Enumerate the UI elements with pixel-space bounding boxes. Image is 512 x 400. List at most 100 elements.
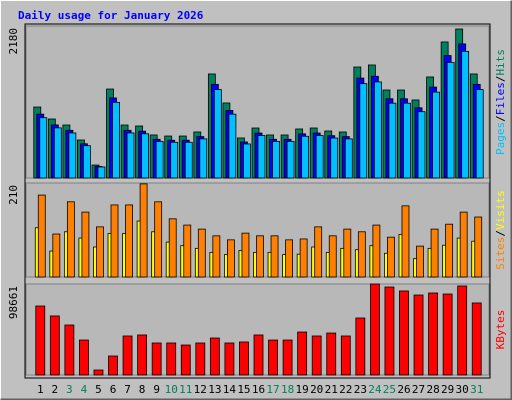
bar xyxy=(445,223,454,278)
bar xyxy=(340,335,351,376)
legend-entry: Hits xyxy=(494,49,507,76)
legend-entry: Visits xyxy=(494,190,507,230)
bar xyxy=(428,292,438,376)
bar xyxy=(227,239,235,278)
bar xyxy=(125,204,133,278)
bar xyxy=(53,127,62,179)
bar xyxy=(286,141,295,179)
x-tick-label: 17 xyxy=(266,383,279,396)
bar xyxy=(343,228,352,278)
bar xyxy=(471,302,482,376)
bar xyxy=(384,286,395,376)
x-tick-label: 8 xyxy=(139,383,146,396)
bar xyxy=(475,89,484,179)
bar xyxy=(209,337,220,376)
bar xyxy=(330,137,339,179)
bar xyxy=(139,183,148,278)
bar xyxy=(168,218,177,278)
bar xyxy=(461,50,470,179)
legend-entry: Files xyxy=(494,82,507,115)
bar xyxy=(166,342,177,376)
bar xyxy=(49,315,60,376)
bar xyxy=(126,132,135,179)
bar xyxy=(197,228,206,278)
bar xyxy=(416,245,424,278)
x-tick-label: 14 xyxy=(223,383,237,396)
y-tick-label: 210 xyxy=(7,185,20,205)
bar xyxy=(212,235,221,278)
x-tick-label: 1 xyxy=(37,383,44,396)
bar xyxy=(108,355,118,376)
x-tick-label: 5 xyxy=(95,383,102,396)
bar xyxy=(282,339,293,376)
legend-separator: / xyxy=(494,115,507,122)
bar xyxy=(170,141,179,179)
x-tick-label: 29 xyxy=(441,383,454,396)
bar xyxy=(430,228,439,278)
bar xyxy=(96,226,104,278)
bar xyxy=(372,224,381,278)
bar xyxy=(183,224,192,278)
x-tick-label: 18 xyxy=(281,383,294,396)
x-tick-label: 16 xyxy=(252,383,265,396)
bar xyxy=(403,102,411,179)
y-tick-label: 2180 xyxy=(7,28,20,55)
bar xyxy=(151,342,162,376)
bar xyxy=(315,135,324,179)
bar xyxy=(270,235,279,278)
bar xyxy=(257,135,266,179)
bar xyxy=(373,81,382,179)
bar xyxy=(355,317,366,376)
bar xyxy=(195,342,206,376)
bar xyxy=(243,143,251,179)
bar xyxy=(110,204,119,278)
bar xyxy=(457,285,468,376)
x-tick-label: 21 xyxy=(325,383,338,396)
x-tick-label: 2 xyxy=(52,383,59,396)
bar xyxy=(297,331,308,376)
bar xyxy=(154,201,163,278)
bar xyxy=(228,113,237,179)
x-tick-label: 9 xyxy=(153,383,160,396)
legend-separator: / xyxy=(494,230,507,237)
bar xyxy=(388,102,397,179)
x-tick-label: 4 xyxy=(81,383,88,396)
bar xyxy=(268,339,278,376)
bar xyxy=(81,211,90,278)
bar xyxy=(413,294,424,376)
bar xyxy=(141,133,150,179)
bar xyxy=(314,226,323,278)
bar xyxy=(68,132,77,179)
bar xyxy=(37,194,46,278)
x-tick-label: 20 xyxy=(310,383,323,396)
legend-separator: / xyxy=(494,76,507,83)
bar xyxy=(311,335,322,376)
x-tick-label: 25 xyxy=(383,383,396,396)
bar xyxy=(241,232,250,278)
bar xyxy=(285,239,293,278)
legend-entry: Pages xyxy=(494,122,507,155)
x-tick-label: 15 xyxy=(237,383,250,396)
bar xyxy=(474,216,483,278)
bar xyxy=(112,101,120,179)
bar xyxy=(239,341,249,376)
bar xyxy=(369,283,380,376)
bar xyxy=(39,117,48,179)
bar xyxy=(417,111,426,179)
x-tick-label: 13 xyxy=(208,383,221,396)
bar xyxy=(199,138,208,179)
x-tick-label: 28 xyxy=(426,383,439,396)
bar xyxy=(79,339,89,376)
x-tick-label: 12 xyxy=(194,383,207,396)
bar xyxy=(256,235,264,278)
bar xyxy=(83,145,91,179)
bar xyxy=(359,83,368,179)
x-tick-label: 6 xyxy=(110,383,117,396)
bar xyxy=(155,141,164,179)
bar xyxy=(97,166,106,179)
legend: Sites/Visits xyxy=(494,190,507,270)
x-tick-label: 27 xyxy=(412,383,425,396)
bar xyxy=(299,238,308,278)
bar xyxy=(344,138,353,179)
